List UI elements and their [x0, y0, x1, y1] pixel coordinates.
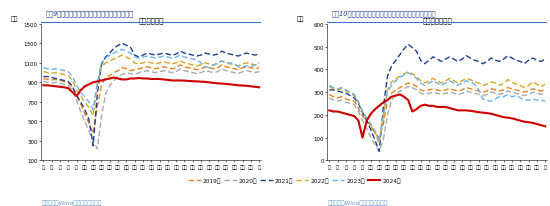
Title: 螺纹钢表观需求: 螺纹钢表观需求 [422, 17, 452, 23]
Text: 图表10：近半月螺纹钢表需同样有所回落，弱于季节规律: 图表10：近半月螺纹钢表需同样有所回落，弱于季节规律 [332, 10, 436, 17]
Legend: 2019年, 2020年, 2021年, 2022年, 2023年, 2024年: 2019年, 2020年, 2021年, 2022年, 2023年, 2024年 [185, 175, 403, 186]
Y-axis label: 万吨: 万吨 [11, 16, 19, 22]
Text: 资料来源：Wind，国盛证券研究所: 资料来源：Wind，国盛证券研究所 [327, 199, 388, 205]
Title: 钢材表需合计: 钢材表需合计 [139, 17, 164, 23]
Y-axis label: 万吨: 万吨 [297, 16, 305, 22]
Text: 图表9：近半月钢材表需再度回落，弱于季节规律: 图表9：近半月钢材表需再度回落，弱于季节规律 [46, 10, 134, 17]
Text: 资料来源：Wind，国盛证券研究所: 资料来源：Wind，国盛证券研究所 [41, 199, 102, 205]
